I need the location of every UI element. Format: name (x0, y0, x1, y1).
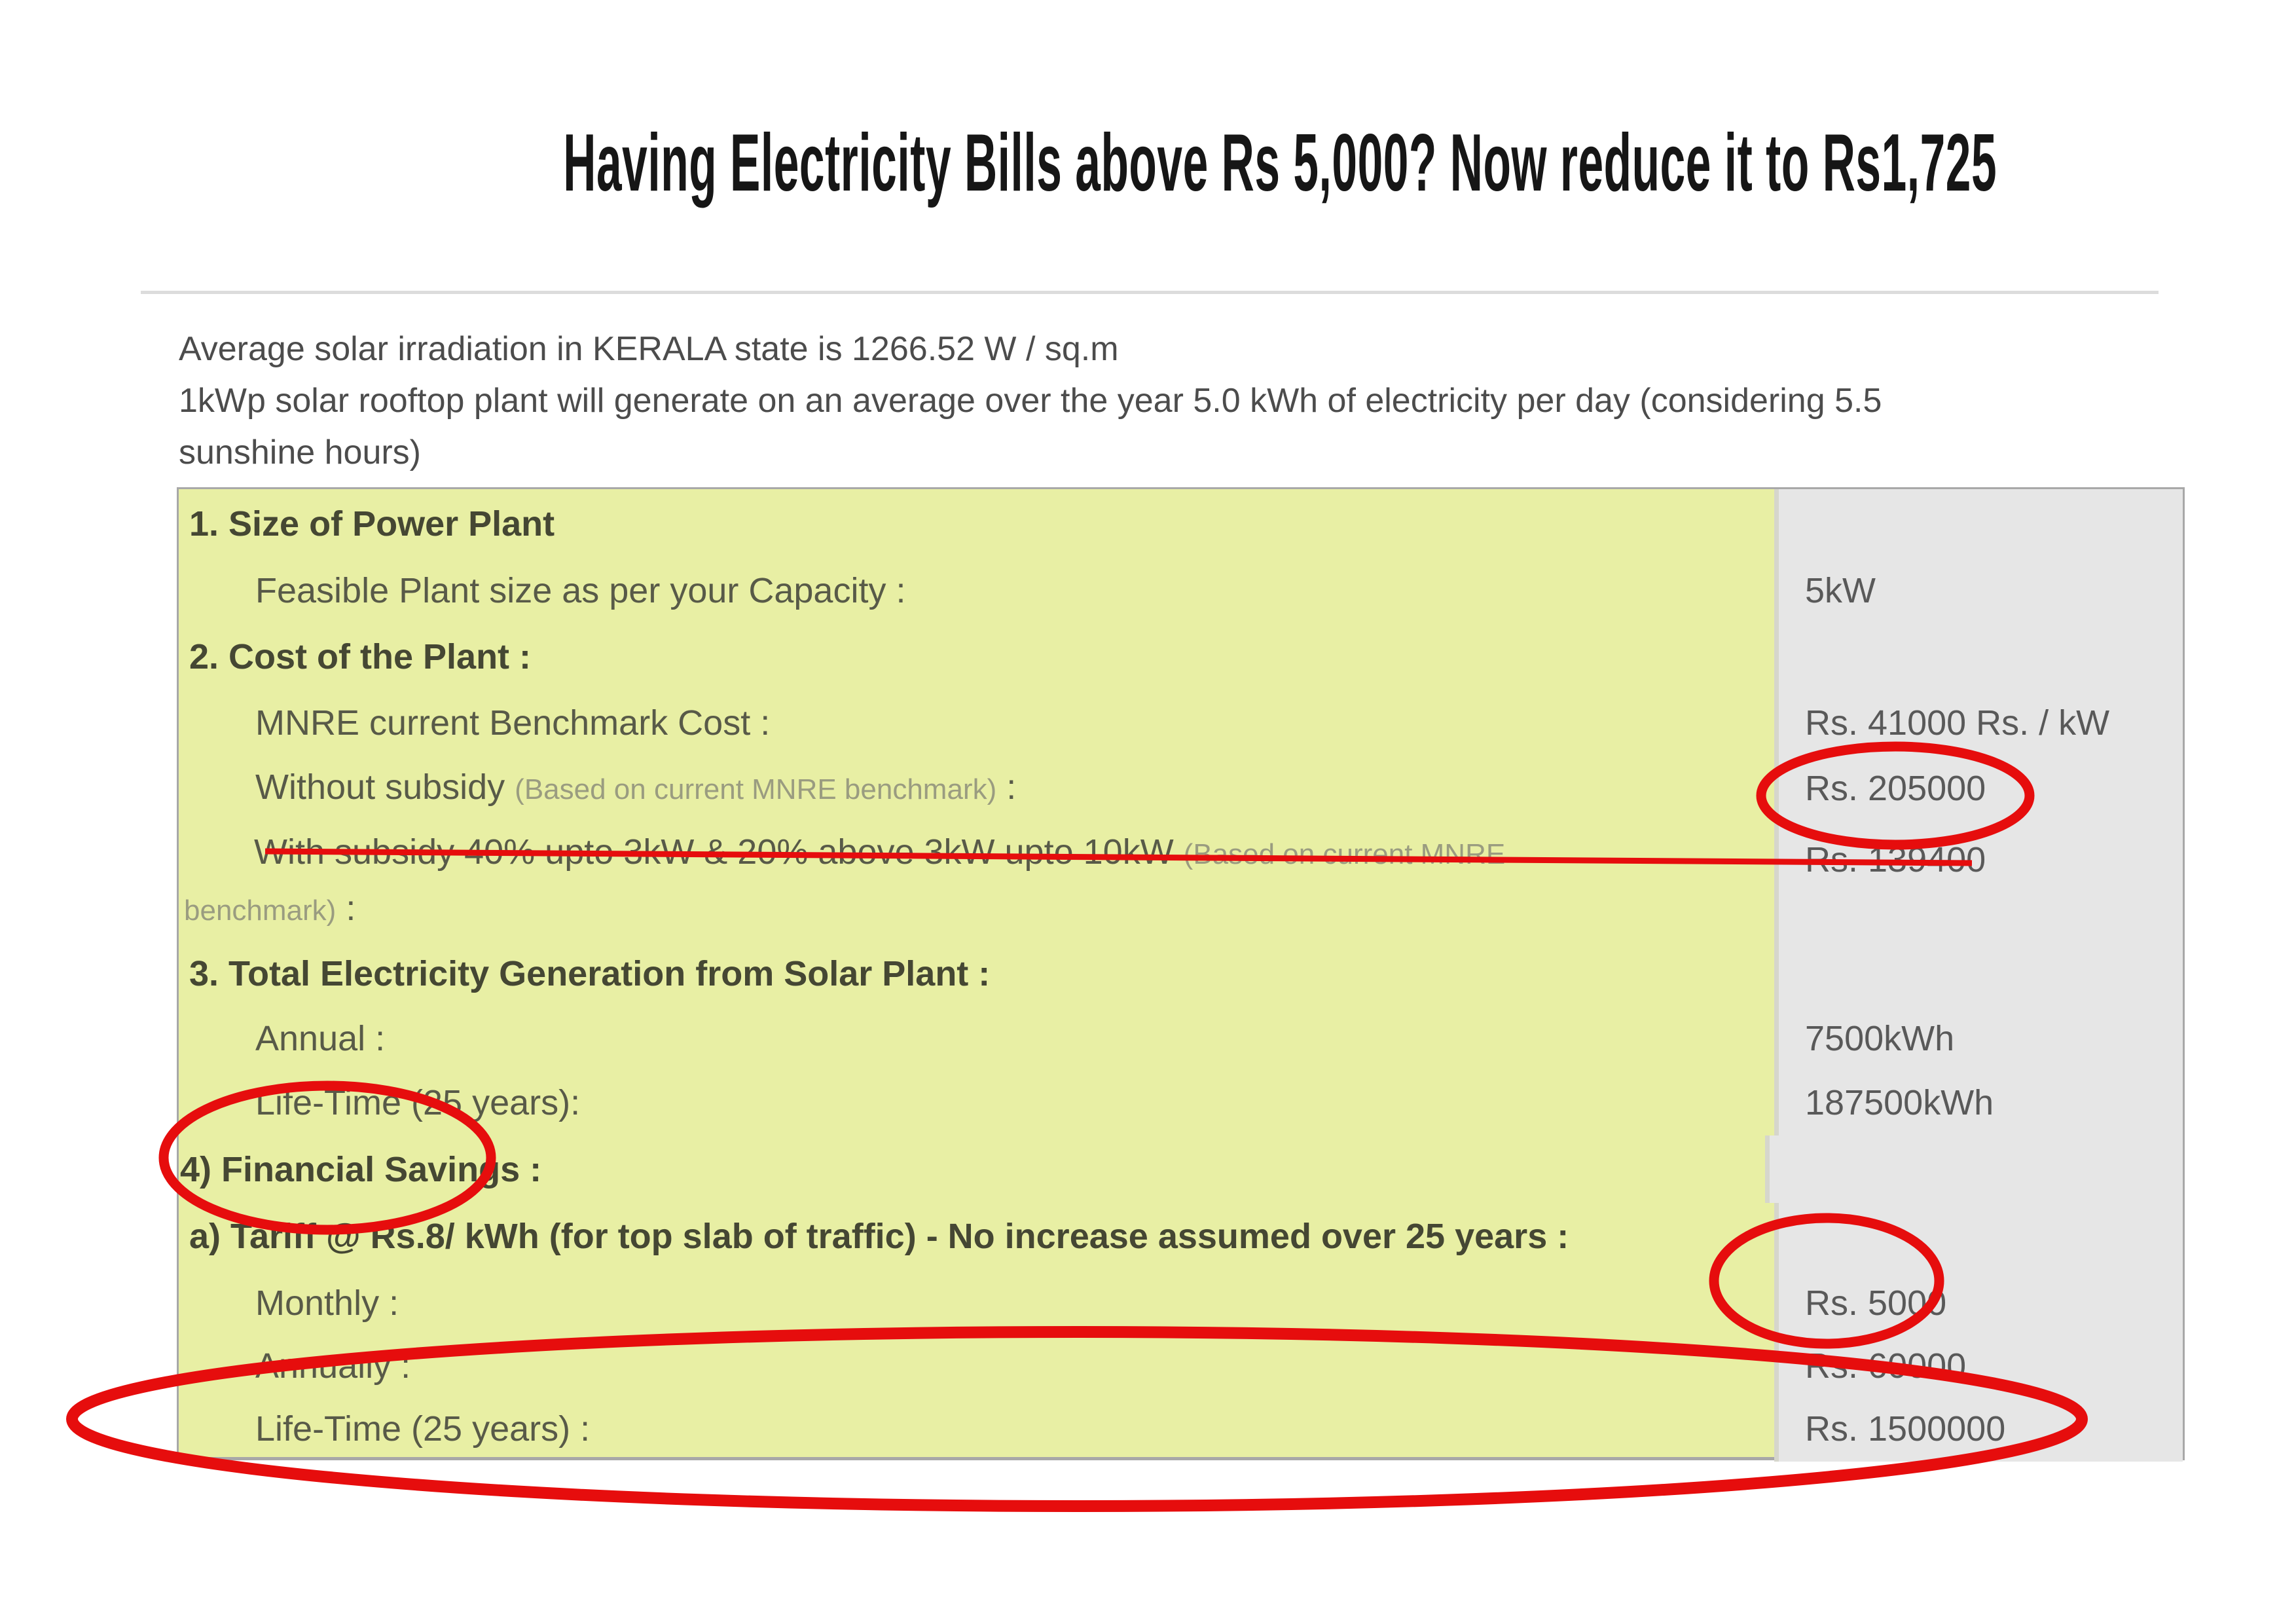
row-value-annual-generation: 7500kWh (1774, 1006, 2183, 1070)
page-title: Having Electricity Bills above Rs 5,000?… (0, 117, 2296, 210)
row-label-with-subsidy: With subsidy 40% upto 3kW & 20% above 3k… (184, 832, 1506, 928)
table-row-total-electricity-generation: 3. Total Electricity Generation from Sol… (179, 941, 2183, 1006)
table-row-size-of-power-plant: 1. Size of Power Plant (179, 489, 2183, 558)
table-row-tariff-heading: a) Tariff @ Rs.8/ kWh (for top slab of t… (179, 1203, 2183, 1270)
row-label-annual-generation: Annual : (255, 1018, 386, 1058)
row-label-lifetime-savings: Life-Time (25 years) : (255, 1409, 591, 1449)
row-label-mnre-benchmark-cost: MNRE current Benchmark Cost : (255, 703, 771, 743)
row-value-mnre-benchmark-cost: Rs. 41000 Rs. / kW (1774, 690, 2183, 756)
table-row-lifetime-savings: Life-Time (25 years) : Rs. 1500000 (179, 1396, 2183, 1462)
row-value-feasible-plant-size: 5kW (1774, 558, 2183, 623)
row-label-financial-savings: 4) Financial Savings : (180, 1149, 542, 1189)
row-label-monthly-savings: Monthly : (255, 1283, 399, 1323)
results-table: 1. Size of Power Plant Feasible Plant siz… (177, 487, 2185, 1462)
row-value-cost-of-plant (1774, 623, 2183, 690)
horizontal-divider (141, 291, 2159, 294)
row-value-monthly-savings: Rs. 5000 (1774, 1270, 2183, 1336)
table-row-annual-generation: Annual : 7500kWh (179, 1006, 2183, 1070)
table-row-monthly-savings: Monthly : Rs. 5000 (179, 1270, 2183, 1336)
row-value-with-subsidy: Rs. 139400 (1774, 821, 2183, 941)
row-label-size-of-power-plant: 1. Size of Power Plant (189, 504, 555, 544)
intro-line-2: 1kWp solar rooftop plant will generate o… (179, 382, 1882, 420)
row-value-annual-savings: Rs. 60000 (1774, 1336, 2183, 1396)
table-row-financial-savings: 4) Financial Savings : (179, 1135, 2183, 1203)
row-value-without-subsidy: Rs. 205000 (1774, 756, 2183, 821)
intro-line-1: Average solar irradiation in KERALA stat… (179, 330, 1119, 368)
row-label-total-electricity-generation: 3. Total Electricity Generation from Sol… (189, 954, 991, 993)
row-value-size-of-power-plant (1774, 489, 2183, 558)
row-label-tariff-heading: a) Tariff @ Rs.8/ kWh (for top slab of t… (189, 1217, 1569, 1256)
table-row-feasible-plant-size: Feasible Plant size as per your Capacity… (179, 558, 2183, 623)
row-value-financial-savings (1765, 1135, 2183, 1203)
intro-line-3: sunshine hours) (179, 434, 421, 471)
intro-paragraph: Average solar irradiation in KERALA stat… (179, 323, 2143, 479)
table-row-with-subsidy: With subsidy 40% upto 3kW & 20% above 3k… (179, 821, 2183, 941)
row-label-annual-savings: Annually : (255, 1346, 411, 1386)
table-row-cost-of-plant: 2. Cost of the Plant : (179, 623, 2183, 690)
table-row-annual-savings: Annually : Rs. 60000 (179, 1336, 2183, 1396)
page-title-text: Having Electricity Bills above Rs 5,000?… (563, 118, 1997, 208)
row-label-feasible-plant-size: Feasible Plant size as per your Capacity… (255, 571, 906, 610)
row-label-cost-of-plant: 2. Cost of the Plant : (189, 637, 532, 676)
row-value-lifetime-savings: Rs. 1500000 (1774, 1396, 2183, 1462)
row-value-tariff-heading (1774, 1203, 2183, 1270)
table-row-mnre-benchmark-cost: MNRE current Benchmark Cost : Rs. 41000 R… (179, 690, 2183, 756)
row-value-lifetime-generation: 187500kWh (1774, 1070, 2183, 1135)
table-row-lifetime-generation: Life-Time (25 years): 187500kWh (179, 1070, 2183, 1135)
table-row-without-subsidy: Without subsidy (Based on current MNRE b… (179, 756, 2183, 821)
row-value-total-electricity-generation (1774, 941, 2183, 1006)
row-label-without-subsidy: Without subsidy (Based on current MNRE b… (255, 767, 1017, 807)
row-label-lifetime-generation: Life-Time (25 years): (255, 1083, 581, 1122)
